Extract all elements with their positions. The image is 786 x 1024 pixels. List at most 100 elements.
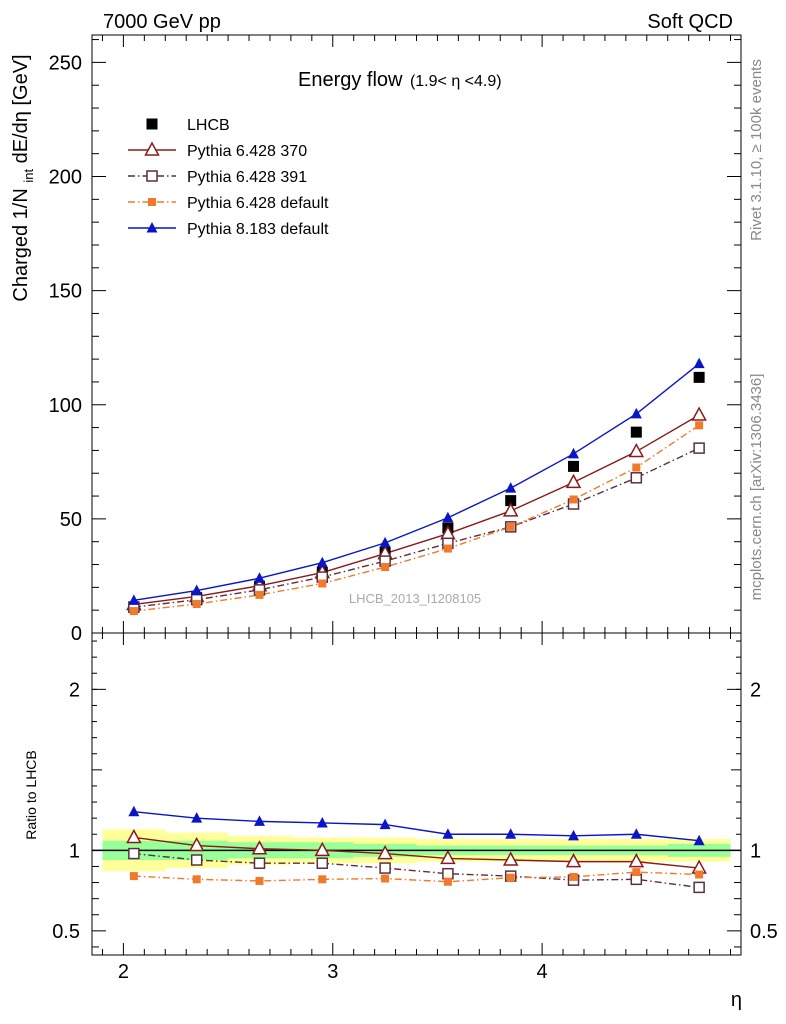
ratio-data-point (568, 829, 580, 841)
ratio-data-point (693, 834, 705, 846)
ratio-data-point (505, 828, 517, 839)
chart-title-main: Energy flow (298, 69, 403, 91)
ratio-data-point (632, 868, 641, 877)
data-point (630, 426, 642, 438)
data-point (505, 495, 517, 507)
ratio-data-point (565, 853, 582, 868)
ratio-data-point (190, 854, 203, 866)
legend-marker (146, 222, 158, 233)
ratio-data-point (192, 875, 201, 884)
x-tick-label: 4 (537, 961, 548, 983)
data-point (691, 406, 707, 421)
y-tick-label: 0 (71, 623, 82, 645)
ratio-data-point (316, 857, 329, 869)
ratio-data-point (379, 818, 391, 830)
y-axis-label-a: Charged 1/N (10, 188, 32, 301)
data-point (632, 463, 641, 472)
y-tick-label: 150 (49, 281, 82, 303)
legend-marker (144, 141, 160, 156)
ratio-y-tick-label: 1 (69, 840, 80, 862)
legend-label: Pythia 6.428 default (187, 195, 329, 212)
data-point (379, 536, 391, 548)
ratio-y-tick-label: 0.5 (52, 921, 80, 943)
ratio-data-point (126, 828, 142, 844)
ratio-data-point (502, 851, 519, 866)
data-point (316, 556, 328, 568)
data-point (253, 572, 265, 583)
ratio-data-point (251, 840, 268, 855)
chart-title: Energy flow (1.9< η <4.9) (298, 69, 502, 91)
ratio-data-point (381, 874, 390, 883)
ratio-data-point (191, 812, 203, 823)
y-tick-label: 200 (49, 167, 82, 189)
y-axis-label-b: dE/dη [GeV] (10, 54, 32, 163)
ratio-data-point (253, 815, 265, 826)
data-point (568, 460, 580, 472)
data-point (693, 371, 705, 383)
data-point (569, 495, 578, 504)
ratio-series-line (133, 836, 700, 869)
legend-marker (146, 118, 158, 130)
ratio-data-point (442, 867, 454, 880)
legend-label: Pythia 6.428 391 (187, 169, 307, 186)
data-point (192, 600, 201, 609)
ratio-y-tick-label-right: 1 (750, 840, 761, 862)
ratio-data-point (253, 857, 266, 869)
data-point (693, 357, 705, 369)
ratio-y-tick-label-right: 2 (750, 679, 761, 701)
ratio-y-tick-label-right: 0.5 (750, 921, 778, 943)
data-point (443, 544, 452, 553)
ratio-data-point (443, 877, 452, 886)
data-point (695, 421, 704, 430)
data-point (502, 502, 519, 517)
ratio-series-line (133, 811, 700, 842)
y-tick-label: 50 (60, 509, 82, 531)
ratio-data-point (188, 836, 205, 852)
ratio-data-point (316, 816, 328, 828)
ratio-data-point (440, 849, 456, 865)
legend-marker (148, 198, 156, 206)
x-tick-label: 2 (118, 961, 129, 983)
ratio-data-point (506, 873, 515, 882)
data-point (628, 442, 645, 458)
legend-marker (146, 170, 158, 182)
y-axis-label: Charged 1/N int dE/dη [GeV] (10, 54, 38, 301)
ratio-data-point (569, 872, 578, 881)
y-tick-label: 100 (49, 395, 82, 417)
legend: LHCB Pythia 6.428 370 Pythia 6.428 391 Pyth… (128, 117, 329, 238)
ratio-data-point (377, 844, 393, 860)
series-line (133, 414, 700, 606)
data-point (381, 563, 390, 572)
data-point (693, 442, 705, 454)
data-point (630, 407, 642, 419)
ratio-data-point (314, 841, 331, 857)
ratio-y-label: Ratio to LHCB (23, 750, 39, 839)
ratio-data-point (442, 828, 454, 839)
data-point (565, 473, 582, 489)
ratio-data-point (128, 847, 140, 860)
ratio-data-point (628, 853, 645, 868)
data-point (505, 482, 517, 493)
data-point (129, 607, 138, 616)
legend-label: Pythia 6.428 370 (187, 143, 307, 160)
data-point (442, 511, 454, 523)
ratio-data-point (693, 881, 705, 894)
x-axis-label: η (731, 989, 742, 1011)
y-tick-label: 250 (49, 52, 82, 74)
data-point (568, 447, 580, 459)
data-point (191, 584, 203, 596)
chart-title-range: (1.9< η <4.9) (410, 73, 502, 90)
ratio-data-point (318, 875, 327, 884)
series-line (133, 424, 700, 612)
ratio-data-point (630, 828, 642, 839)
ratio-data-point (128, 805, 140, 817)
ratio-panel-frame (91, 632, 742, 956)
data-point (630, 472, 643, 484)
watermark: LHCB_2013_I1208105 (349, 591, 481, 606)
data-point (506, 522, 515, 531)
y-axis-label-sub: int (21, 169, 36, 183)
header-left: 7000 GeV pp (103, 11, 221, 33)
rivet-label: Rivet 3.1.10, ≥ 100k events (748, 59, 765, 241)
x-tick-label: 3 (327, 961, 338, 983)
